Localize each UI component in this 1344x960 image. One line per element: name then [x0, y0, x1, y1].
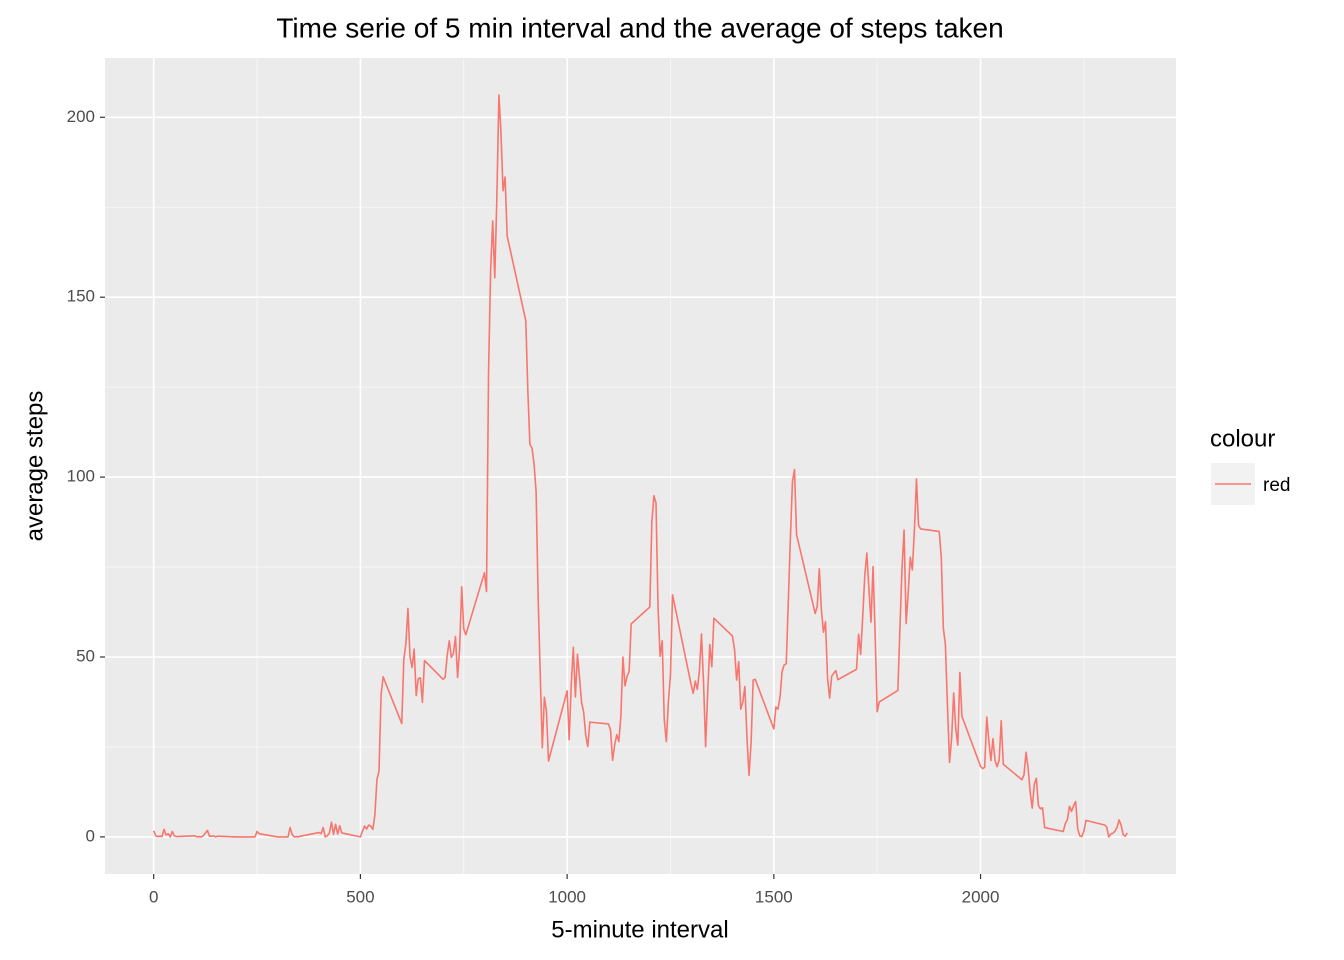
- chart-title: Time serie of 5 min interval and the ave…: [276, 12, 1003, 43]
- y-axis-title: average steps: [21, 391, 48, 542]
- x-tick-label: 2000: [962, 887, 1000, 906]
- x-tick-label: 1500: [755, 887, 793, 906]
- plot-panel: [105, 58, 1176, 874]
- legend: colour red: [1210, 425, 1290, 505]
- y-tick-label: 50: [76, 646, 95, 665]
- legend-label: red: [1263, 475, 1290, 496]
- y-tick-label: 150: [67, 287, 95, 306]
- x-tick-label: 500: [346, 887, 374, 906]
- y-tick-label: 100: [67, 467, 95, 486]
- grid: [105, 58, 1176, 874]
- x-tick-label: 1000: [548, 887, 586, 906]
- x-tick-label: 0: [149, 887, 158, 906]
- y-tick-label: 200: [67, 107, 95, 126]
- legend-title: colour: [1210, 425, 1275, 452]
- data-line: [152, 94, 1128, 838]
- y-tick-label: 0: [86, 826, 95, 845]
- marks: [152, 94, 1128, 838]
- x-axis-title: 5-minute interval: [551, 916, 728, 943]
